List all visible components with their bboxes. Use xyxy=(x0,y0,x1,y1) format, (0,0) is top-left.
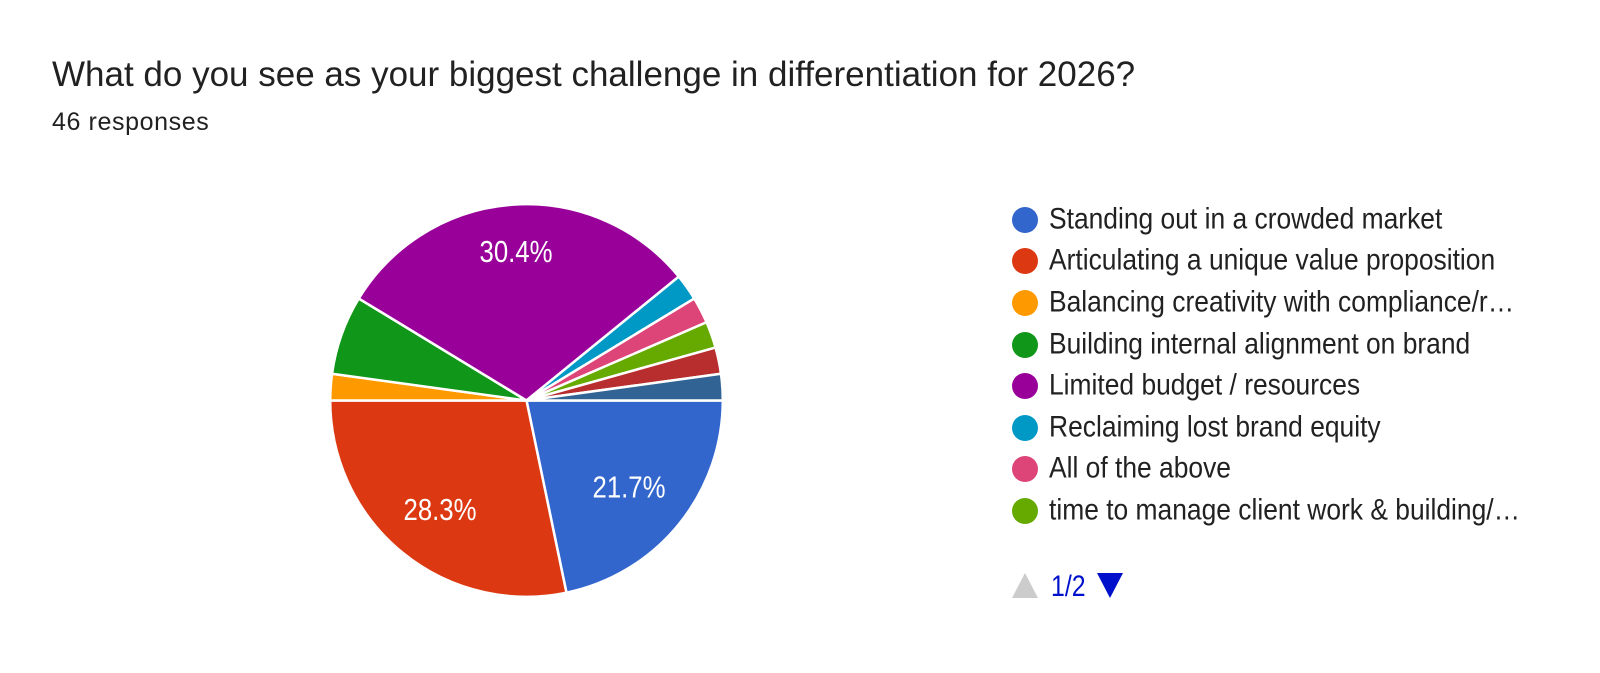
svg-text:28.3%: 28.3% xyxy=(404,492,477,527)
svg-text:21.7%: 21.7% xyxy=(593,470,666,505)
svg-text:30.4%: 30.4% xyxy=(480,234,553,269)
